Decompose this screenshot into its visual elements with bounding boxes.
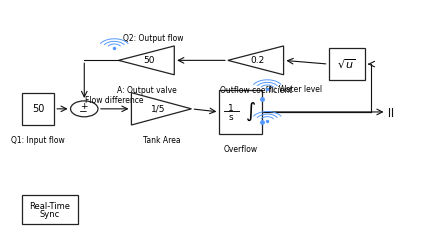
Text: Sync: Sync: [40, 210, 60, 218]
Text: Q1: Input flow: Q1: Input flow: [11, 136, 65, 145]
Text: $\int$: $\int$: [245, 101, 256, 123]
Text: $\sqrt{u}$: $\sqrt{u}$: [338, 58, 356, 71]
Text: 0.2: 0.2: [251, 56, 265, 65]
Text: Real-Time: Real-Time: [30, 202, 71, 211]
Text: −: −: [79, 107, 88, 117]
Text: h: Water level: h: Water level: [269, 85, 322, 94]
Bar: [219, 90, 262, 134]
Text: Tank Area: Tank Area: [143, 136, 180, 145]
Text: Outflow coefficient: Outflow coefficient: [220, 86, 292, 95]
Bar: [22, 93, 54, 125]
Text: A: Output valve: A: Output valve: [117, 86, 176, 95]
Text: 1: 1: [228, 104, 234, 113]
Polygon shape: [132, 93, 191, 125]
Text: Flow difference: Flow difference: [86, 96, 144, 106]
Text: Overflow: Overflow: [224, 145, 258, 154]
Polygon shape: [119, 46, 174, 75]
Circle shape: [71, 101, 98, 117]
Text: Q2: Output flow: Q2: Output flow: [123, 34, 183, 43]
Text: s: s: [229, 113, 233, 122]
Text: +: +: [80, 102, 88, 110]
Bar: [329, 48, 365, 80]
Text: 50: 50: [32, 104, 44, 114]
Text: 1/5: 1/5: [151, 104, 166, 113]
Polygon shape: [228, 46, 283, 75]
Bar: [22, 194, 78, 224]
Text: 50: 50: [143, 56, 154, 65]
